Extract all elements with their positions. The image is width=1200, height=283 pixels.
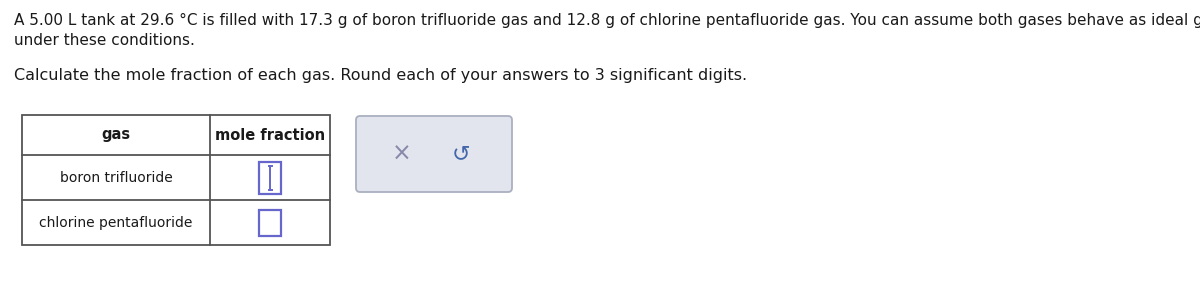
Text: ↺: ↺ <box>451 144 470 164</box>
Text: under these conditions.: under these conditions. <box>14 33 194 48</box>
Bar <box>22 115 330 245</box>
Text: chlorine pentafluoride: chlorine pentafluoride <box>40 215 193 230</box>
Text: A 5.00 L tank at 29.6 °C is filled with 17.3 g of boron trifluoride gas and 12.8: A 5.00 L tank at 29.6 °C is filled with … <box>14 13 1200 28</box>
Text: mole fraction: mole fraction <box>215 128 325 143</box>
Text: boron trifluoride: boron trifluoride <box>60 170 173 185</box>
Text: Calculate the mole fraction of each gas. Round each of your answers to 3 signifi: Calculate the mole fraction of each gas.… <box>14 68 748 83</box>
Text: ×: × <box>391 142 412 166</box>
Bar <box>259 209 281 235</box>
Text: gas: gas <box>102 128 131 143</box>
Bar <box>259 162 281 194</box>
FancyBboxPatch shape <box>356 116 512 192</box>
